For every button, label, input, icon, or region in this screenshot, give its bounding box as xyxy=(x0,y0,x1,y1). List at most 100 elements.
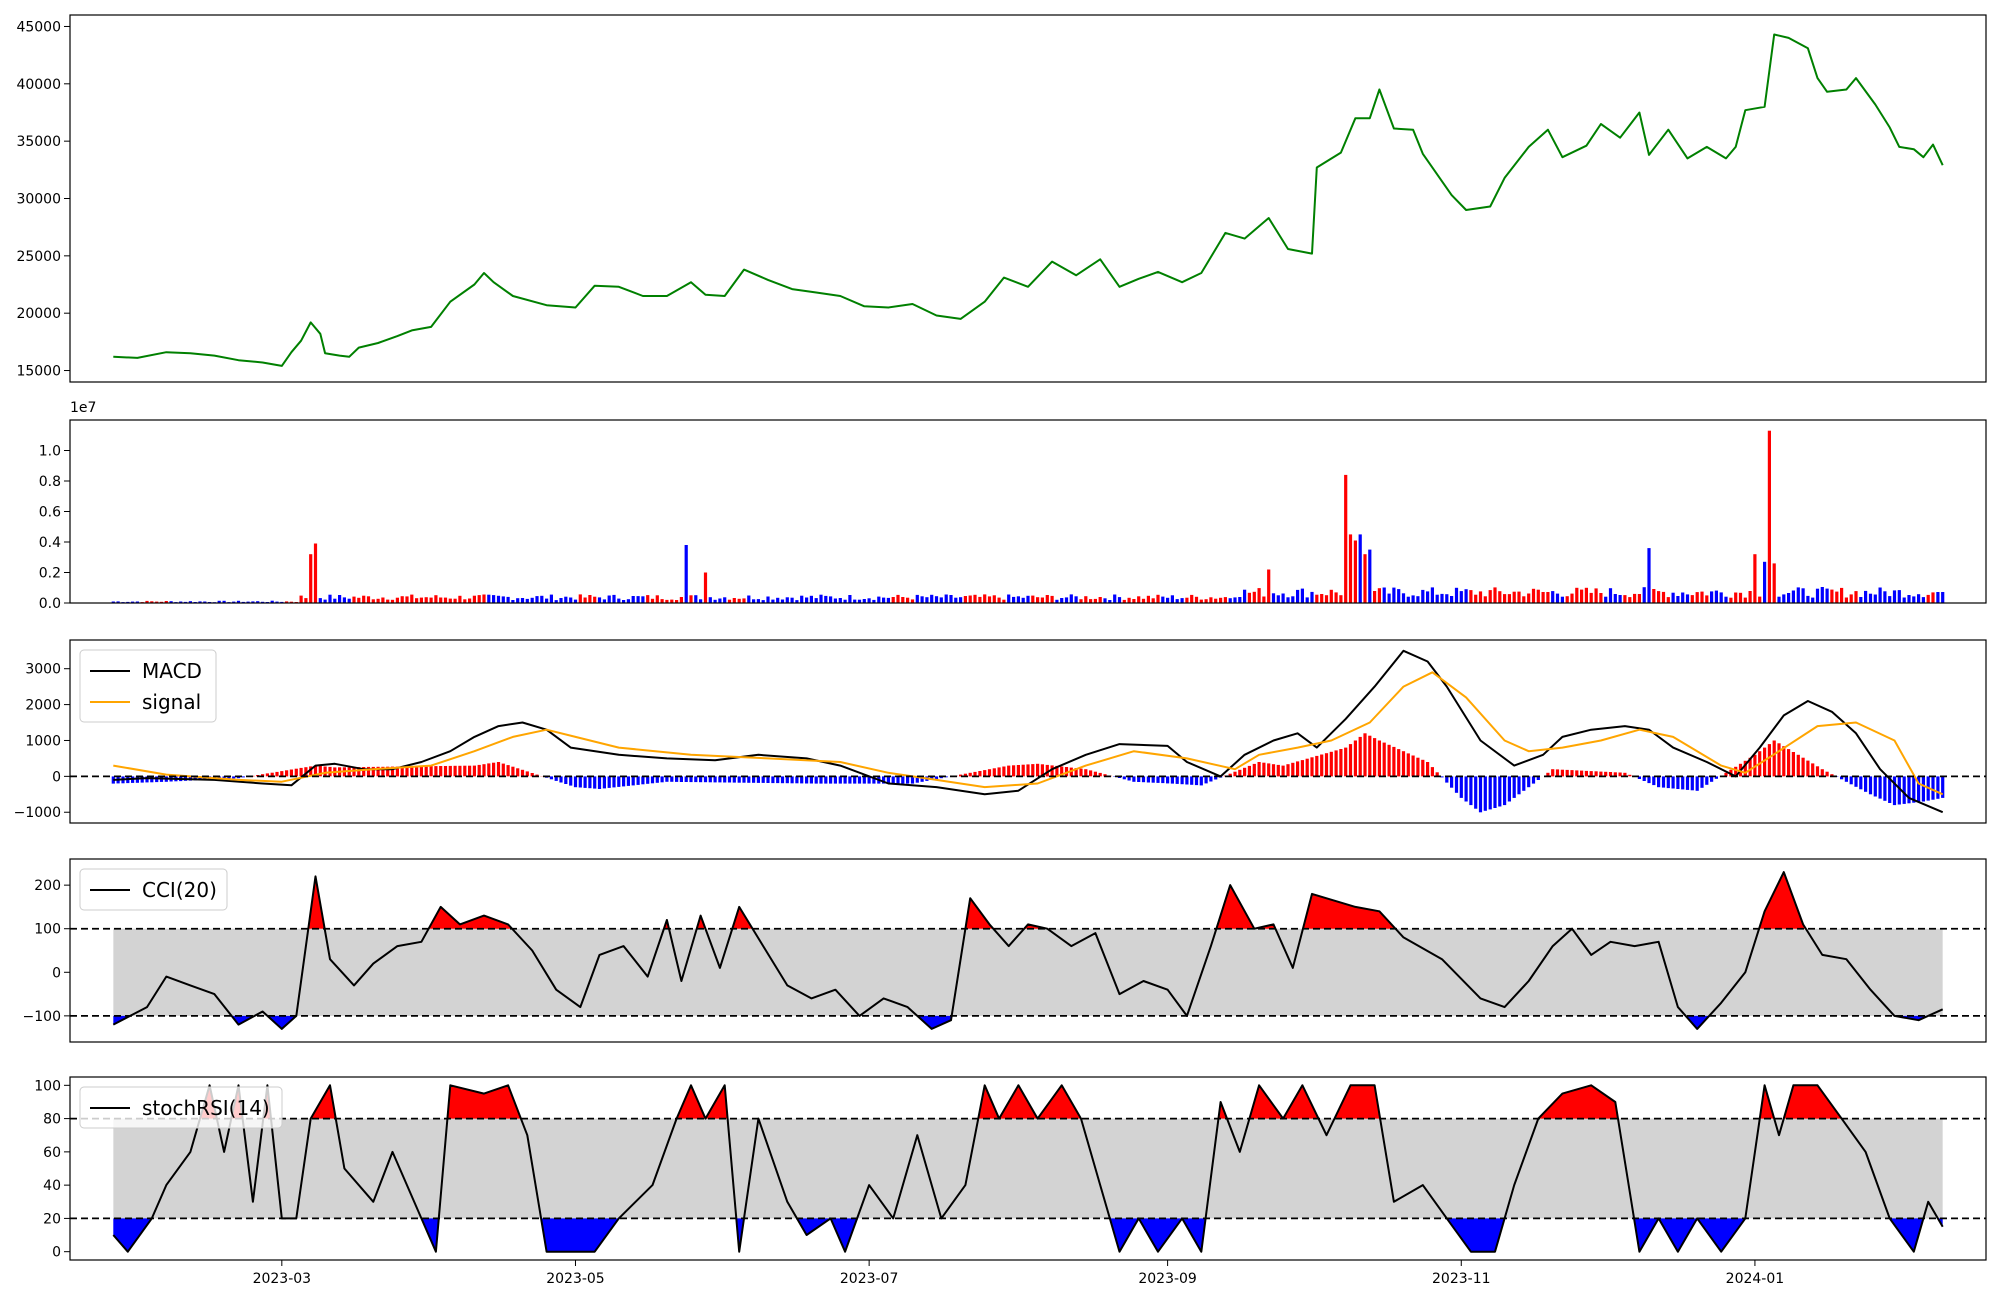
macd-histogram-bar xyxy=(1272,764,1275,776)
volume-bar xyxy=(896,595,899,603)
macd-histogram-bar xyxy=(242,776,245,777)
macd-histogram-bar xyxy=(1238,770,1241,777)
macd-histogram-bar xyxy=(1181,776,1184,784)
volume-bar xyxy=(1094,599,1097,603)
macd-histogram-bar xyxy=(507,765,510,776)
macd-histogram-bar xyxy=(1652,776,1655,785)
volume-bar xyxy=(1190,595,1193,603)
volume-bar xyxy=(800,596,803,603)
volume-bar xyxy=(1898,590,1901,603)
volume-bar xyxy=(1854,591,1857,603)
volume-bar xyxy=(1561,597,1564,603)
volume-bar xyxy=(357,598,360,603)
macd-histogram-bar xyxy=(723,776,726,782)
volume-bar xyxy=(718,599,721,604)
macd-histogram-bar xyxy=(458,766,461,777)
macd-histogram-bar xyxy=(1012,765,1015,776)
macd-histogram-bar xyxy=(559,776,562,782)
macd-histogram-bar xyxy=(766,776,769,783)
volume-bar xyxy=(1383,588,1386,604)
x-tick-label: 2023-07 xyxy=(840,1271,899,1287)
volume-bar xyxy=(935,596,938,603)
macd-histogram-bar xyxy=(1373,738,1376,776)
volume-bar xyxy=(1667,597,1670,603)
cci-y-tick-label: 0 xyxy=(52,965,61,981)
volume-bar xyxy=(733,598,736,603)
volume-bar xyxy=(1744,598,1747,603)
stochrsi-y-tick-label: 100 xyxy=(34,1078,61,1094)
macd-histogram-bar xyxy=(656,776,659,782)
volume-bar xyxy=(1931,592,1934,603)
macd-histogram-bar xyxy=(1036,764,1039,777)
macd-y-tick-label: 3000 xyxy=(25,662,61,678)
volume-bar xyxy=(1907,595,1910,603)
volume-bar xyxy=(1580,590,1583,603)
macd-histogram-bar xyxy=(1426,762,1429,776)
volume-bar xyxy=(742,598,745,603)
macd-histogram-bar xyxy=(988,769,991,776)
macd-histogram-bar xyxy=(1152,776,1155,782)
volume-bar xyxy=(1869,594,1872,603)
volume-bar xyxy=(482,595,485,604)
macd-histogram-bar xyxy=(516,768,519,776)
macd-histogram-bar xyxy=(1258,762,1261,776)
volume-y-tick-label: 0.4 xyxy=(39,535,61,551)
macd-histogram-bar xyxy=(738,776,741,782)
volume-bar xyxy=(1378,588,1381,603)
volume-bar xyxy=(1070,594,1073,603)
macd-histogram-bar xyxy=(598,776,601,789)
volume-bar xyxy=(959,597,962,603)
macd-histogram-bar xyxy=(300,768,303,776)
volume-bar xyxy=(1388,594,1391,603)
macd-histogram-bar xyxy=(1777,743,1780,776)
macd-histogram-bar xyxy=(800,776,803,783)
macd-histogram-bar xyxy=(757,776,760,783)
macd-histogram-bar xyxy=(844,776,847,783)
volume-bar xyxy=(1585,588,1588,603)
volume-bar xyxy=(805,598,808,604)
stochrsi-oversold-fill xyxy=(1634,1218,1745,1251)
macd-histogram-bar xyxy=(1551,769,1554,776)
macd-histogram-bar xyxy=(661,776,664,782)
volume-bar xyxy=(1859,597,1862,603)
volume-bar xyxy=(1335,592,1338,603)
macd-histogram-bar xyxy=(858,776,861,783)
volume-bar xyxy=(810,596,813,603)
volume-bar xyxy=(1845,598,1848,604)
volume-bar xyxy=(1238,597,1241,603)
volume-bar xyxy=(1806,596,1809,603)
volume-bar xyxy=(559,598,562,603)
volume-bar xyxy=(646,595,649,603)
volume-bar xyxy=(694,595,697,603)
volume-bar xyxy=(868,598,871,603)
volume-bar xyxy=(468,599,471,604)
volume-bar xyxy=(978,597,981,603)
cci-overbought-fill xyxy=(1216,885,1275,929)
volume-bar xyxy=(434,595,437,603)
volume-bar xyxy=(439,598,442,604)
volume-bar xyxy=(584,598,587,604)
legend-label-signal: signal xyxy=(142,690,201,714)
macd-histogram-bar xyxy=(1931,776,1934,799)
macd-histogram-bar xyxy=(1503,776,1506,805)
macd-histogram-bar xyxy=(1002,767,1005,777)
volume-bar xyxy=(1739,593,1742,603)
volume-bar xyxy=(1590,593,1593,603)
macd-histogram-bar xyxy=(651,776,654,783)
macd-histogram-bar xyxy=(1681,776,1684,789)
volume-bar xyxy=(1262,597,1265,604)
macd-histogram-bar xyxy=(1378,741,1381,777)
macd-histogram-bar xyxy=(434,766,437,776)
volume-bar xyxy=(1320,594,1323,603)
volume-bar xyxy=(1782,594,1785,603)
macd-histogram-bar xyxy=(415,766,418,776)
macd-histogram-bar xyxy=(1667,776,1670,788)
volume-bar xyxy=(1022,598,1025,603)
volume-bar xyxy=(1662,592,1665,603)
macd-histogram-bar xyxy=(1296,761,1299,776)
volume-bar xyxy=(454,599,457,603)
macd-histogram-bar xyxy=(1787,749,1790,776)
volume-y-tick-label: 0.2 xyxy=(39,566,61,582)
volume-bar xyxy=(1026,596,1029,603)
macd-histogram-bar xyxy=(829,776,832,783)
